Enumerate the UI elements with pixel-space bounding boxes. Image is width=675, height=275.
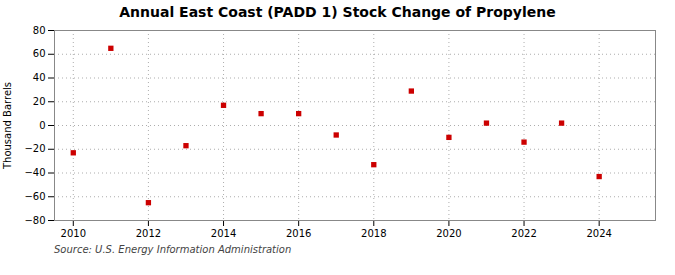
- svg-text:40: 40: [33, 72, 46, 83]
- svg-text:2018: 2018: [361, 228, 386, 239]
- html-text:Source: U.S. Energy Informatio: Source: U.S. Energy Information Administ…: [54, 244, 292, 255]
- svg-text:2020: 2020: [436, 228, 461, 239]
- svg-text:80: 80: [33, 25, 46, 36]
- svg-text:2016: 2016: [286, 228, 311, 239]
- svg-text:Thousand Barrels: Thousand Barrels: [2, 82, 13, 170]
- svg-text:2010: 2010: [61, 228, 86, 239]
- svg-text:2024: 2024: [586, 228, 611, 239]
- svg-text:20: 20: [33, 96, 46, 107]
- svg-text:−40: −40: [24, 167, 45, 178]
- svg-text:−60: −60: [24, 191, 45, 202]
- svg-text:2014: 2014: [211, 228, 236, 239]
- svg-text:−20: −20: [24, 143, 45, 154]
- html-text:Annual East Coast (PADD 1) Sto: Annual East Coast (PADD 1) Stock Change …: [119, 4, 556, 20]
- svg-text:2012: 2012: [136, 228, 161, 239]
- svg-text:−80: −80: [24, 215, 45, 226]
- svg-text:0: 0: [39, 120, 45, 131]
- svg-text:60: 60: [33, 48, 46, 59]
- svg-text:2022: 2022: [511, 228, 536, 239]
